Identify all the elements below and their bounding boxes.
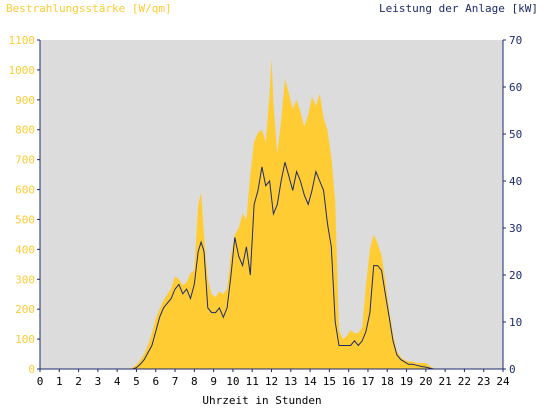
x-tick-label: 20 xyxy=(419,375,432,388)
right-tick-label: 50 xyxy=(509,128,522,141)
x-tick-label: 22 xyxy=(458,375,471,388)
x-tick-label: 4 xyxy=(114,375,121,388)
x-tick-label: 21 xyxy=(439,375,452,388)
left-tick-label: 600 xyxy=(15,184,35,197)
x-tick-label: 0 xyxy=(37,375,44,388)
left-tick-label: 700 xyxy=(15,154,35,167)
x-tick-label: 24 xyxy=(496,375,510,388)
x-tick-label: 12 xyxy=(265,375,278,388)
left-tick-label: 0 xyxy=(28,363,35,376)
x-tick-label: 7 xyxy=(172,375,179,388)
left-tick-label: 1000 xyxy=(9,64,36,77)
left-axis-title: Bestrahlungsstärke [W/qm] xyxy=(6,2,172,15)
power-line-series xyxy=(40,162,503,370)
left-tick-label: 900 xyxy=(15,94,35,107)
axes-layer xyxy=(37,39,506,372)
x-tick-label: 17 xyxy=(361,375,374,388)
x-tick-label: 11 xyxy=(246,375,259,388)
left-tick-label: 100 xyxy=(15,333,35,346)
area-layer xyxy=(40,57,503,370)
x-tick-label: 16 xyxy=(342,375,355,388)
x-tick-label: 18 xyxy=(381,375,394,388)
right-tick-label: 70 xyxy=(509,34,522,47)
right-tick-label: 0 xyxy=(509,363,516,376)
right-tick-label: 20 xyxy=(509,269,522,282)
x-tick-label: 5 xyxy=(133,375,140,388)
left-tick-label: 500 xyxy=(15,213,35,226)
x-tick-label: 19 xyxy=(400,375,413,388)
right-tick-label: 40 xyxy=(509,175,522,188)
left-tick-label: 1100 xyxy=(9,34,36,47)
x-tick-label: 15 xyxy=(323,375,336,388)
irradiance-area-series xyxy=(40,57,503,370)
x-tick-label: 1 xyxy=(56,375,63,388)
line-layer xyxy=(40,162,503,370)
x-tick-label: 23 xyxy=(477,375,490,388)
x-axis-label: Uhrzeit in Stunden xyxy=(202,394,321,407)
right-tick-label: 10 xyxy=(509,316,522,329)
x-tick-label: 13 xyxy=(284,375,297,388)
x-tick-label: 3 xyxy=(95,375,102,388)
x-tick-label: 6 xyxy=(152,375,159,388)
x-tick-label: 9 xyxy=(210,375,217,388)
right-tick-label: 30 xyxy=(509,222,522,235)
left-tick-label: 200 xyxy=(15,303,35,316)
left-tick-label: 400 xyxy=(15,243,35,256)
right-tick-label: 60 xyxy=(509,81,522,94)
left-tick-label: 800 xyxy=(15,124,35,137)
x-tick-label: 14 xyxy=(303,375,317,388)
x-tick-label: 8 xyxy=(191,375,198,388)
right-axis-title: Leistung der Anlage [kW] xyxy=(379,2,538,15)
x-tick-label: 2 xyxy=(75,375,82,388)
x-tick-label: 10 xyxy=(226,375,239,388)
tick-labels: 0100200300400500600700800900100011000102… xyxy=(9,34,523,388)
left-tick-label: 300 xyxy=(15,273,35,286)
